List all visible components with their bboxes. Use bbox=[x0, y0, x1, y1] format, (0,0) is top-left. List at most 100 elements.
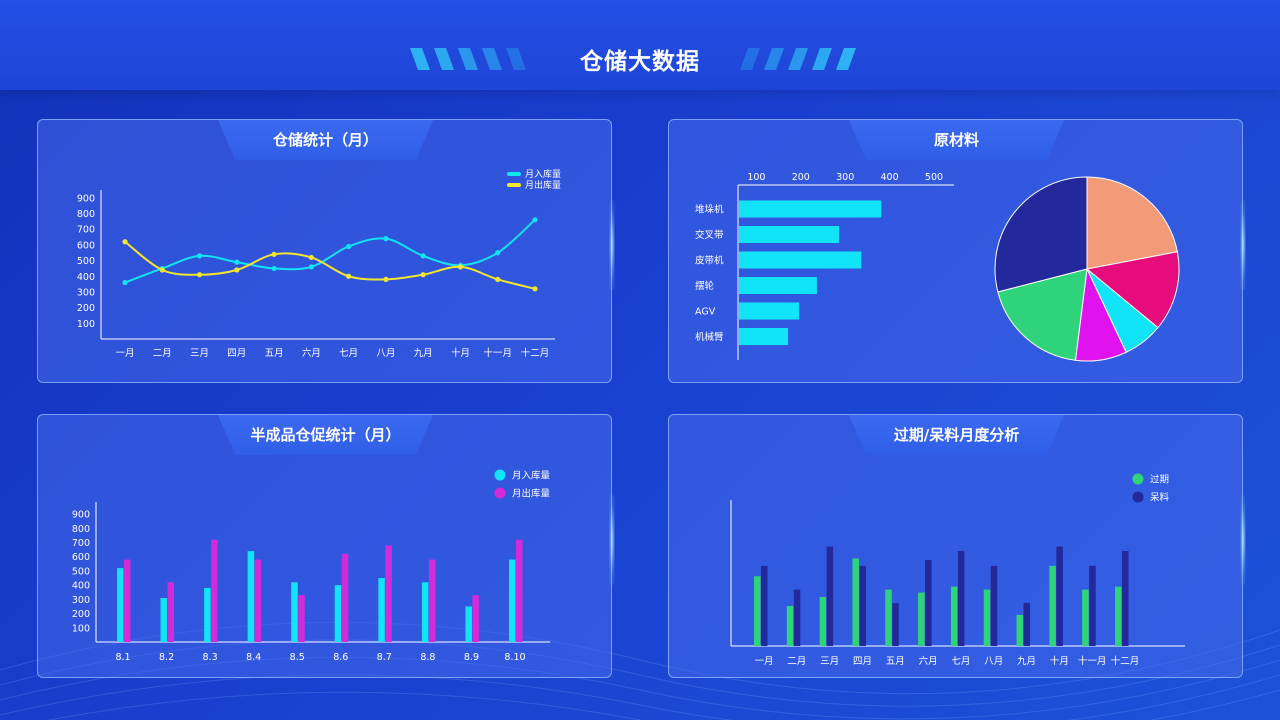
x-tick-label: 十月 bbox=[451, 347, 470, 359]
data-point bbox=[346, 243, 352, 250]
x-tick-label: 400 bbox=[881, 172, 899, 183]
bar bbox=[826, 546, 834, 646]
x-tick-label: 四月 bbox=[227, 348, 246, 359]
header-bar: 仓储大数据 bbox=[0, 0, 1280, 90]
bar bbox=[204, 588, 211, 642]
bar bbox=[892, 602, 899, 646]
y-tick-label: 700 bbox=[72, 538, 90, 549]
data-point bbox=[271, 265, 277, 272]
y-tick-label: 400 bbox=[77, 272, 95, 283]
legend-swatch bbox=[507, 172, 521, 176]
bar bbox=[1023, 602, 1031, 646]
bar bbox=[786, 605, 794, 646]
data-point bbox=[383, 236, 389, 242]
bar bbox=[1122, 551, 1129, 646]
data-point bbox=[420, 253, 426, 259]
legend-label: 月入库量 bbox=[525, 168, 561, 180]
raw-materials-title: 原材料 bbox=[849, 120, 1064, 160]
x-tick-label: 8.4 bbox=[246, 652, 261, 663]
data-point bbox=[196, 253, 203, 259]
x-tick-label: 十二月 bbox=[1111, 655, 1140, 667]
x-tick-label: 八月 bbox=[376, 348, 395, 359]
x-tick-label: 三月 bbox=[820, 656, 839, 667]
x-tick-label: 一月 bbox=[115, 348, 134, 359]
data-point bbox=[234, 267, 240, 273]
header-stripes-right bbox=[740, 48, 856, 70]
bar bbox=[950, 586, 958, 646]
y-tick-label: 800 bbox=[72, 524, 90, 535]
semi-finished-bar-chart: 100 200 300 400 500 600 700 800 900 8.1 8.2 8.3 8.4 8… bbox=[72, 469, 551, 663]
y-tick-label: 皮带机 bbox=[695, 255, 724, 267]
bar bbox=[472, 595, 479, 642]
header-stripes-left bbox=[410, 48, 526, 70]
legend-label: 月出库量 bbox=[512, 488, 551, 500]
y-tick-label: 200 bbox=[72, 609, 90, 620]
data-point bbox=[495, 250, 501, 256]
y-tick-label: 100 bbox=[72, 623, 90, 634]
bar bbox=[378, 578, 385, 642]
panel-glow-right-bottom bbox=[1240, 495, 1246, 585]
legend-label: 呆料 bbox=[1150, 492, 1170, 504]
semi-finished-title: 半成品仓促统计（月） bbox=[218, 415, 433, 455]
y-tick-label: 600 bbox=[72, 552, 90, 563]
bar bbox=[1115, 586, 1122, 646]
legend-label: 过期 bbox=[1150, 474, 1169, 486]
y-tick-label: 600 bbox=[77, 240, 95, 251]
bar bbox=[421, 582, 429, 642]
x-tick-label: 一月 bbox=[754, 656, 773, 667]
x-tick-label: 四月 bbox=[853, 656, 872, 667]
legend-swatch bbox=[494, 487, 506, 499]
bar bbox=[298, 595, 305, 642]
bar bbox=[761, 565, 768, 646]
x-tick-label: 十一月 bbox=[483, 347, 512, 359]
x-tick-label: 五月 bbox=[886, 656, 905, 667]
y-tick-label: 100 bbox=[77, 319, 95, 330]
data-point bbox=[234, 259, 240, 265]
data-point bbox=[532, 286, 538, 292]
legend-swatch bbox=[1132, 473, 1144, 485]
y-tick-label: 300 bbox=[77, 287, 95, 298]
data-point bbox=[122, 239, 128, 245]
y-tick-label: AGV bbox=[695, 307, 716, 318]
bar bbox=[739, 226, 840, 243]
bar bbox=[859, 565, 866, 646]
y-tick-label: 500 bbox=[72, 566, 90, 577]
data-point bbox=[457, 264, 464, 270]
x-tick-label: 六月 bbox=[302, 347, 321, 359]
x-tick-label: 七月 bbox=[951, 656, 970, 667]
legend-swatch bbox=[494, 469, 506, 481]
bar bbox=[990, 565, 998, 646]
x-tick-label: 六月 bbox=[919, 655, 938, 667]
data-point bbox=[532, 217, 538, 223]
storage-stats-title: 仓储统计（月） bbox=[218, 120, 433, 160]
page-title: 仓储大数据 bbox=[580, 49, 700, 75]
bar bbox=[739, 302, 800, 320]
bar bbox=[341, 553, 349, 642]
x-tick-label: 100 bbox=[747, 172, 765, 183]
bar bbox=[793, 589, 801, 646]
expired-panel: 过期/呆料月度分析 一月 二月 三月 四月 五月 六月 七月 八月 九月 十月 十一月 十二月 过期 呆料 bbox=[668, 414, 1243, 678]
storage-stats-panel: 仓储统计（月） 100 200 300 400 500 600 700 800 900 一月 二月 三… bbox=[37, 119, 612, 383]
y-tick-label: 900 bbox=[72, 510, 90, 521]
bar bbox=[739, 277, 817, 294]
bar bbox=[1082, 589, 1089, 646]
data-point bbox=[159, 267, 165, 273]
y-tick-label: 300 bbox=[72, 595, 90, 606]
bar bbox=[1016, 614, 1024, 646]
pie-slice bbox=[1085, 251, 1180, 329]
bar bbox=[885, 589, 892, 646]
y-tick-label: 200 bbox=[77, 303, 95, 314]
data-point bbox=[308, 254, 314, 261]
bar bbox=[124, 559, 131, 642]
bar bbox=[739, 251, 862, 269]
y-tick-label: 500 bbox=[77, 256, 95, 267]
data-point bbox=[420, 272, 426, 278]
y-tick-label: 800 bbox=[77, 209, 95, 220]
x-tick-label: 8.1 bbox=[115, 652, 130, 663]
x-tick-label: 8.8 bbox=[420, 652, 435, 663]
x-tick-label: 三月 bbox=[190, 348, 209, 359]
x-tick-label: 500 bbox=[925, 172, 943, 183]
bar bbox=[385, 545, 392, 642]
